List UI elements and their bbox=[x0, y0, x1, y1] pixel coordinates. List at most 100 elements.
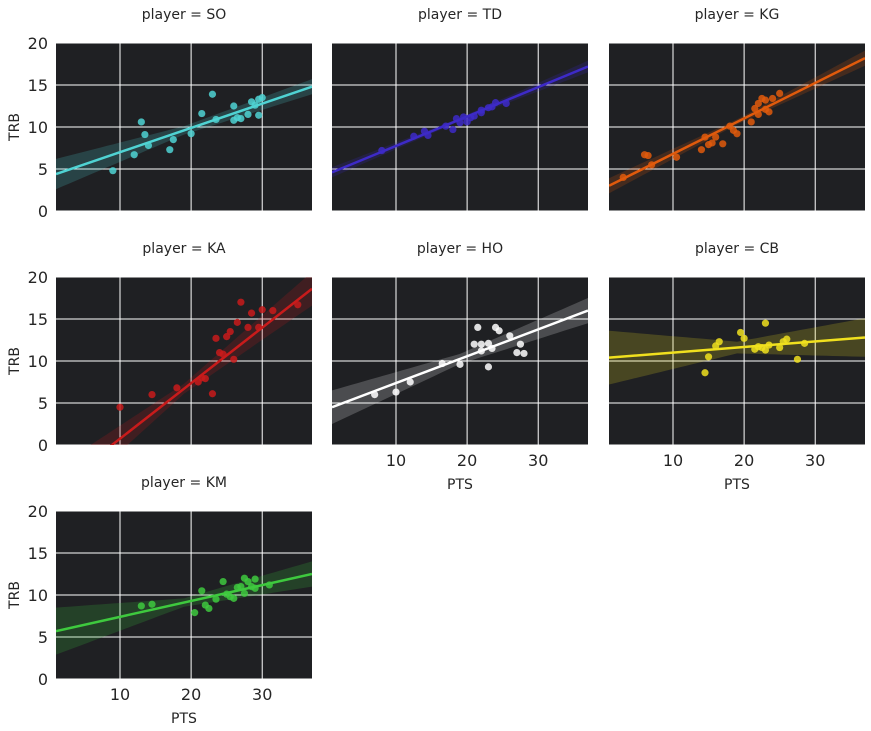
y-tick-label: 5 bbox=[38, 394, 48, 413]
panel-title: player = TD bbox=[418, 7, 502, 23]
panel-plot-area bbox=[56, 79, 312, 190]
y-tick-label: 15 bbox=[28, 310, 48, 329]
y-tick-label: 15 bbox=[28, 544, 48, 563]
data-point bbox=[169, 136, 177, 144]
data-point bbox=[187, 130, 195, 138]
x-tick-label: 30 bbox=[252, 685, 272, 704]
data-point bbox=[148, 391, 156, 399]
y-tick-label: 20 bbox=[28, 34, 48, 53]
x-tick-label: 30 bbox=[805, 451, 825, 470]
data-point bbox=[255, 111, 263, 119]
data-point bbox=[761, 319, 770, 327]
data-point bbox=[712, 133, 720, 141]
y-tick-label: 0 bbox=[38, 670, 48, 689]
confidence-band bbox=[56, 79, 312, 190]
data-point bbox=[406, 378, 414, 386]
data-point bbox=[230, 102, 238, 110]
data-point bbox=[251, 575, 259, 583]
y-tick-label: 10 bbox=[28, 118, 48, 137]
data-point bbox=[740, 334, 748, 342]
y-tick-label: 15 bbox=[28, 76, 48, 95]
data-point bbox=[294, 301, 302, 309]
data-point bbox=[736, 328, 745, 337]
panel-title: player = CB bbox=[695, 241, 779, 257]
y-axis-label: TRB bbox=[7, 113, 23, 142]
data-point bbox=[198, 587, 206, 595]
data-point bbox=[768, 94, 777, 103]
panel-title: player = SO bbox=[142, 7, 227, 23]
data-point bbox=[761, 346, 770, 354]
data-point bbox=[109, 167, 117, 175]
data-point bbox=[205, 604, 213, 613]
data-point bbox=[247, 309, 256, 317]
data-point bbox=[237, 115, 245, 123]
y-axis-label: TRB bbox=[7, 581, 23, 610]
panel-title: player = KA bbox=[142, 241, 226, 257]
data-point bbox=[513, 349, 521, 357]
facet-panel-4 bbox=[332, 276, 588, 446]
y-tick-label: 5 bbox=[38, 628, 48, 647]
y-tick-label: 20 bbox=[28, 268, 48, 287]
x-axis-label: PTS bbox=[447, 477, 473, 493]
data-point bbox=[130, 151, 138, 159]
panel-plot-area bbox=[609, 50, 865, 194]
data-point bbox=[733, 130, 741, 138]
x-tick-label: 30 bbox=[528, 451, 548, 470]
y-tick-label: 10 bbox=[28, 586, 48, 605]
panel-plot-area bbox=[56, 561, 312, 655]
data-point bbox=[751, 104, 759, 113]
y-tick-label: 10 bbox=[28, 352, 48, 371]
regression-line bbox=[109, 287, 312, 445]
data-point bbox=[137, 118, 145, 126]
data-point bbox=[470, 340, 478, 348]
data-point bbox=[484, 339, 493, 347]
data-point bbox=[230, 594, 238, 602]
data-point bbox=[708, 139, 716, 147]
data-point bbox=[484, 363, 493, 371]
facet-panel-6 bbox=[56, 510, 312, 680]
y-axis-label: TRB bbox=[7, 347, 23, 376]
data-point bbox=[672, 153, 681, 161]
data-point bbox=[208, 390, 217, 398]
confidence-band bbox=[90, 277, 312, 445]
data-point bbox=[506, 332, 514, 340]
data-point bbox=[166, 146, 174, 154]
panel-title: player = HO bbox=[417, 241, 503, 257]
data-point bbox=[704, 353, 713, 361]
data-point bbox=[258, 306, 266, 314]
data-point bbox=[230, 355, 238, 363]
data-point bbox=[761, 96, 770, 104]
data-point bbox=[233, 318, 241, 326]
data-point bbox=[474, 323, 482, 331]
data-point bbox=[212, 334, 220, 342]
data-point bbox=[244, 110, 252, 118]
y-tick-label: 0 bbox=[38, 202, 48, 221]
data-point bbox=[244, 577, 252, 586]
y-tick-label: 5 bbox=[38, 160, 48, 179]
data-point bbox=[148, 600, 156, 608]
data-point bbox=[456, 360, 464, 368]
data-point bbox=[212, 595, 220, 603]
data-point bbox=[240, 589, 249, 597]
panel-plot-area bbox=[609, 318, 865, 385]
data-point bbox=[201, 375, 209, 383]
panel-plot-area bbox=[332, 60, 588, 178]
data-point bbox=[776, 343, 784, 352]
data-point bbox=[765, 108, 773, 116]
data-point bbox=[226, 328, 234, 336]
data-point bbox=[269, 307, 277, 315]
data-point bbox=[520, 349, 528, 358]
x-tick-label: 10 bbox=[663, 451, 683, 470]
data-point bbox=[116, 403, 124, 411]
regression-line bbox=[609, 57, 865, 187]
data-point bbox=[793, 355, 802, 363]
data-point bbox=[776, 89, 784, 97]
data-point bbox=[697, 146, 706, 154]
data-point bbox=[644, 151, 652, 160]
facet-panel-1 bbox=[332, 42, 588, 212]
regression-line bbox=[56, 572, 312, 633]
data-point bbox=[219, 577, 227, 586]
data-point bbox=[747, 118, 755, 126]
data-point bbox=[495, 327, 503, 335]
